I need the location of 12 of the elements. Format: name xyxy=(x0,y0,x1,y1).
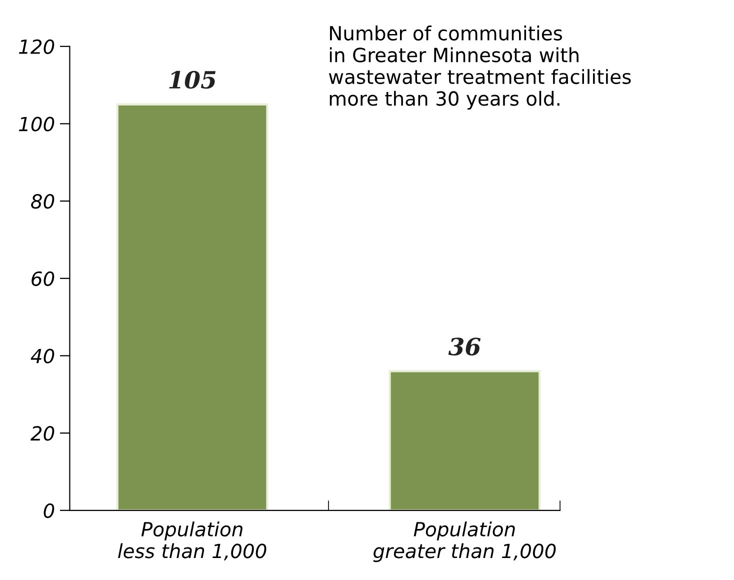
x-tick-label: Population greater than 1,000 xyxy=(373,522,556,562)
y-tick-label: 40 xyxy=(30,348,54,364)
y-tick-label: 120 xyxy=(18,39,54,54)
x-tick-label: Population less than 1,000 xyxy=(118,522,266,560)
data-label: 105 xyxy=(169,70,216,89)
y-tick-label: 20 xyxy=(30,426,54,441)
y-tick-label: 0 xyxy=(44,503,54,518)
y-tick-label: 100 xyxy=(18,116,54,132)
y-tick-label: 80 xyxy=(31,194,54,209)
text: Number of communities in Greater Minnesota with wastewater treatment facilities more than 30 years old. xyxy=(328,26,631,110)
y-tick-label: 60 xyxy=(32,271,54,286)
data-label: 36 xyxy=(448,338,481,356)
